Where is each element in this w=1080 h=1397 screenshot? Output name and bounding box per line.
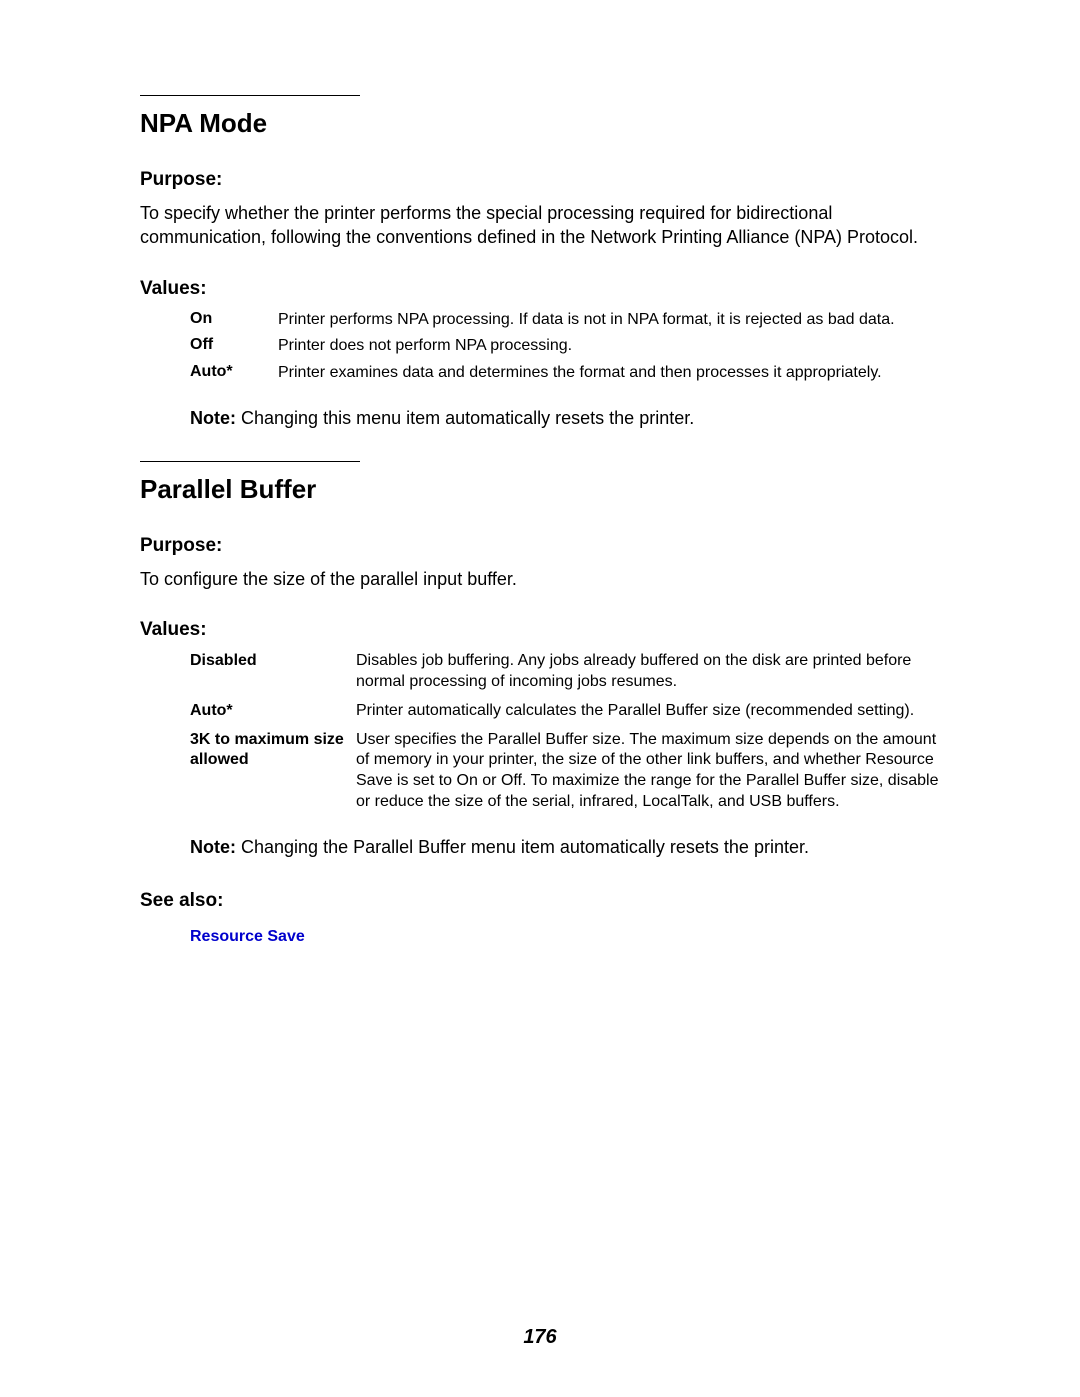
value-description: User specifies the Parallel Buffer size.… — [356, 730, 950, 813]
section-divider — [140, 461, 360, 462]
value-description: Printer does not perform NPA processing. — [278, 336, 950, 357]
section-title-parallel-buffer: Parallel Buffer — [140, 474, 950, 505]
purpose-heading: Purpose: — [140, 535, 950, 557]
values-table-parallel: Disabled Disables job buffering. Any job… — [190, 651, 950, 813]
value-row: On Printer performs NPA processing. If d… — [190, 310, 950, 331]
value-description: Printer examines data and determines the… — [278, 363, 950, 384]
value-row: 3K to maximum size allowed User specifie… — [190, 730, 950, 813]
value-label: 3K to maximum size allowed — [190, 730, 356, 770]
values-heading: Values: — [140, 619, 950, 641]
purpose-heading: Purpose: — [140, 169, 950, 191]
value-row: Auto* Printer examines data and determin… — [190, 363, 950, 384]
see-also-heading: See also: — [140, 890, 950, 912]
value-label: Auto* — [190, 701, 356, 721]
value-label: On — [190, 310, 278, 328]
value-description: Printer automatically calculates the Par… — [356, 701, 950, 722]
value-description: Printer performs NPA processing. If data… — [278, 310, 950, 331]
purpose-text: To specify whether the printer performs … — [140, 201, 950, 250]
note-text: Note: Changing this menu item automatica… — [190, 408, 950, 429]
value-description: Disables job buffering. Any jobs already… — [356, 651, 950, 693]
value-label: Off — [190, 336, 278, 354]
values-heading: Values: — [140, 278, 950, 300]
note-body: Changing the Parallel Buffer menu item a… — [236, 837, 809, 857]
values-table-npa: On Printer performs NPA processing. If d… — [190, 310, 950, 384]
section-divider — [140, 95, 360, 96]
page-number: 176 — [0, 1326, 1080, 1349]
value-label: Auto* — [190, 363, 278, 381]
value-label: Disabled — [190, 651, 356, 671]
section-title-npa-mode: NPA Mode — [140, 108, 950, 139]
value-row: Auto* Printer automatically calculates t… — [190, 701, 950, 722]
note-label: Note: — [190, 837, 236, 857]
purpose-text: To configure the size of the parallel in… — [140, 567, 950, 591]
note-label: Note: — [190, 408, 236, 428]
note-text: Note: Changing the Parallel Buffer menu … — [190, 837, 950, 858]
resource-save-link[interactable]: Resource Save — [190, 928, 950, 946]
value-row: Off Printer does not perform NPA process… — [190, 336, 950, 357]
note-body: Changing this menu item automatically re… — [236, 408, 694, 428]
document-page: NPA Mode Purpose: To specify whether the… — [0, 0, 1080, 1397]
value-row: Disabled Disables job buffering. Any job… — [190, 651, 950, 693]
